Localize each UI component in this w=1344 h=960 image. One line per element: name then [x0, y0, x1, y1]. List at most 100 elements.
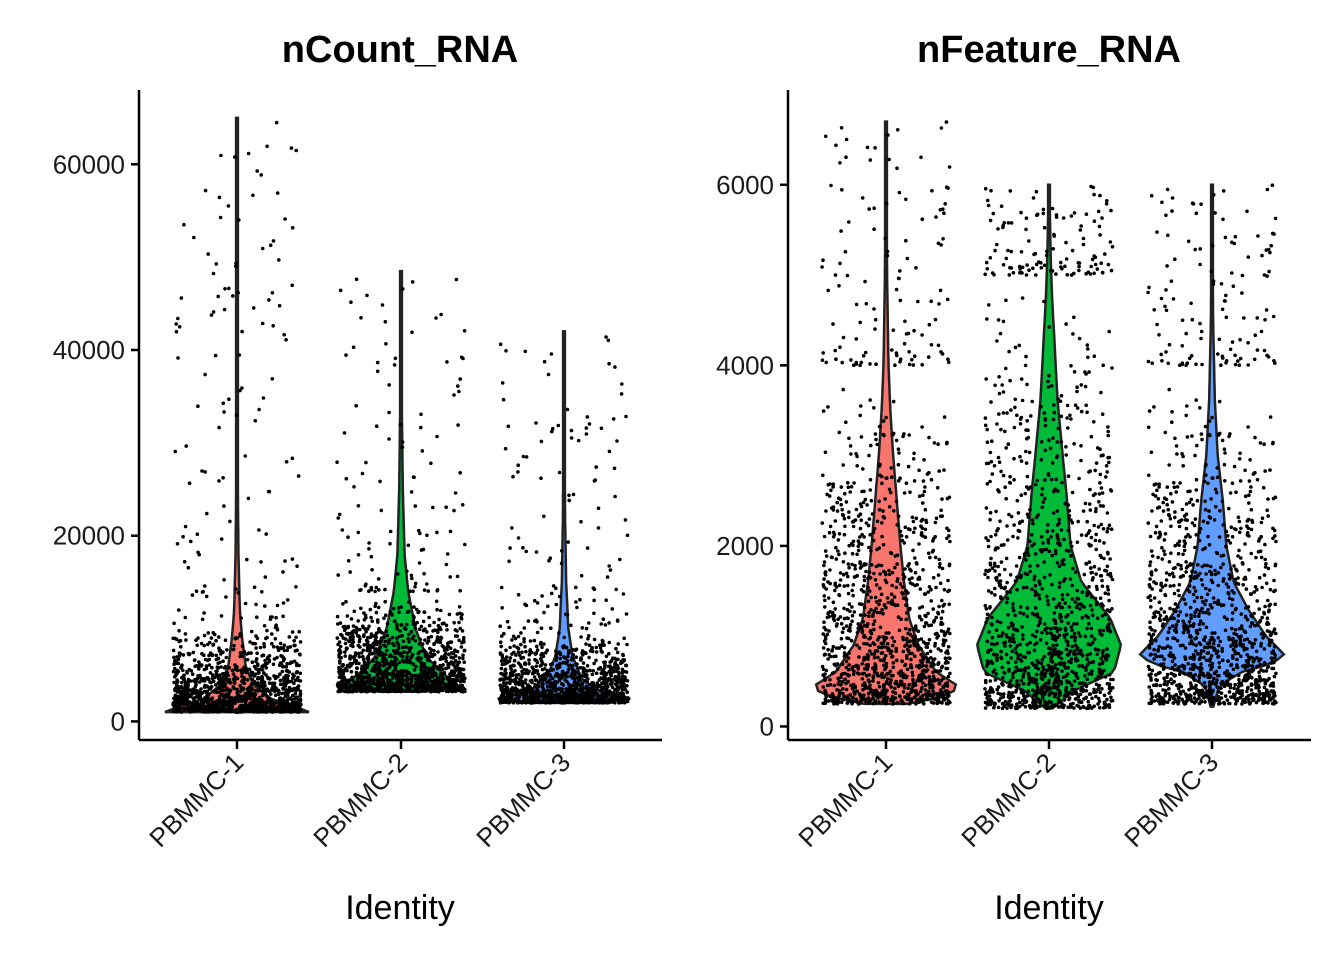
data-point	[612, 466, 617, 471]
data-point	[843, 524, 847, 529]
data-point	[624, 612, 629, 616]
data-point	[836, 676, 840, 681]
data-point	[907, 628, 912, 632]
data-point	[187, 667, 192, 672]
data-point	[457, 656, 462, 660]
data-point	[897, 190, 902, 195]
data-point	[625, 690, 630, 694]
data-point	[503, 697, 508, 702]
data-point	[532, 675, 537, 679]
data-point	[545, 684, 550, 689]
data-point	[872, 307, 876, 311]
data-point	[281, 710, 285, 714]
data-point	[365, 293, 369, 298]
data-point	[946, 357, 950, 362]
data-point	[246, 703, 250, 708]
data-point	[848, 609, 852, 614]
data-point	[922, 458, 926, 462]
data-point	[292, 643, 296, 648]
data-point	[186, 702, 190, 706]
data-point	[266, 489, 271, 494]
data-point	[530, 700, 534, 704]
data-point	[272, 644, 276, 649]
data-point	[618, 557, 622, 562]
data-point	[873, 692, 878, 696]
data-point	[935, 694, 940, 699]
data-point	[836, 549, 840, 553]
data-point	[356, 504, 361, 508]
data-point	[357, 639, 362, 644]
data-point	[387, 410, 391, 415]
data-point	[429, 684, 434, 688]
data-point	[893, 686, 897, 691]
data-point	[847, 663, 851, 667]
data-point	[883, 236, 888, 241]
data-point	[291, 672, 295, 677]
data-point	[854, 507, 859, 512]
data-point	[522, 700, 526, 704]
data-point	[174, 637, 179, 642]
data-point	[611, 693, 615, 698]
data-point	[845, 636, 849, 640]
data-point	[546, 372, 551, 377]
data-point	[923, 688, 928, 692]
data-point	[338, 675, 342, 679]
data-point	[462, 648, 467, 653]
data-point	[453, 491, 458, 495]
data-point	[286, 705, 290, 709]
data-point	[212, 690, 217, 694]
data-point	[204, 594, 209, 599]
data-point	[384, 675, 389, 679]
data-point	[873, 146, 877, 150]
data-point	[235, 668, 240, 673]
data-point	[514, 680, 519, 685]
data-point	[898, 269, 902, 273]
data-point	[877, 700, 881, 704]
data-point	[912, 328, 916, 333]
data-point	[568, 686, 572, 690]
data-point	[878, 572, 882, 576]
data-point	[259, 709, 264, 714]
data-point	[508, 656, 513, 660]
data-point	[395, 622, 399, 627]
data-point	[242, 681, 247, 686]
data-point	[946, 578, 950, 583]
data-point	[907, 682, 911, 687]
data-point	[178, 638, 183, 643]
data-point	[278, 641, 283, 646]
data-point	[203, 372, 207, 377]
data-point	[177, 628, 181, 633]
data-point	[824, 360, 828, 365]
data-point	[252, 705, 256, 709]
data-point	[850, 551, 855, 556]
data-point	[850, 605, 854, 609]
data-point	[385, 661, 390, 666]
panel-ncount-rna: nCount_RNA Identity 0200004000060000PBMM…	[53, 29, 662, 927]
data-point	[366, 656, 371, 661]
data-point	[511, 634, 516, 639]
data-point	[416, 658, 421, 663]
data-point	[228, 681, 232, 685]
data-point	[207, 657, 212, 662]
data-point	[923, 527, 928, 532]
data-point	[500, 662, 505, 667]
data-point	[280, 691, 284, 696]
data-point	[834, 585, 839, 589]
data-point	[904, 197, 908, 202]
data-point	[337, 512, 342, 517]
data-point	[871, 641, 876, 645]
data-point	[909, 687, 914, 691]
data-point	[911, 519, 916, 524]
data-point	[929, 599, 933, 603]
data-point	[920, 517, 925, 522]
data-point	[252, 679, 257, 684]
data-point	[383, 639, 388, 644]
data-point	[936, 343, 941, 348]
data-point	[393, 659, 397, 663]
data-point	[382, 683, 387, 687]
data-point	[512, 658, 517, 663]
data-point	[385, 648, 389, 653]
data-point	[356, 651, 361, 656]
data-point	[201, 679, 205, 683]
data-point	[516, 536, 521, 540]
